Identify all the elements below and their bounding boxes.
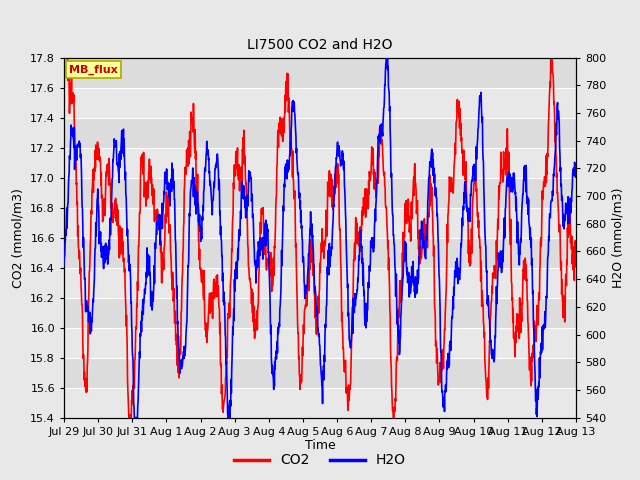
Bar — [64, 328, 576, 358]
Bar — [64, 208, 576, 238]
Bar — [64, 148, 576, 178]
Y-axis label: CO2 (mmol/m3): CO2 (mmol/m3) — [12, 188, 24, 288]
Bar — [64, 388, 576, 418]
Y-axis label: H2O (mmol/m3): H2O (mmol/m3) — [612, 187, 625, 288]
Legend: CO2, H2O: CO2, H2O — [228, 448, 412, 473]
X-axis label: Time: Time — [305, 439, 335, 453]
Title: LI7500 CO2 and H2O: LI7500 CO2 and H2O — [247, 38, 393, 52]
Bar — [64, 87, 576, 118]
Bar — [64, 268, 576, 298]
Text: MB_flux: MB_flux — [69, 65, 118, 75]
